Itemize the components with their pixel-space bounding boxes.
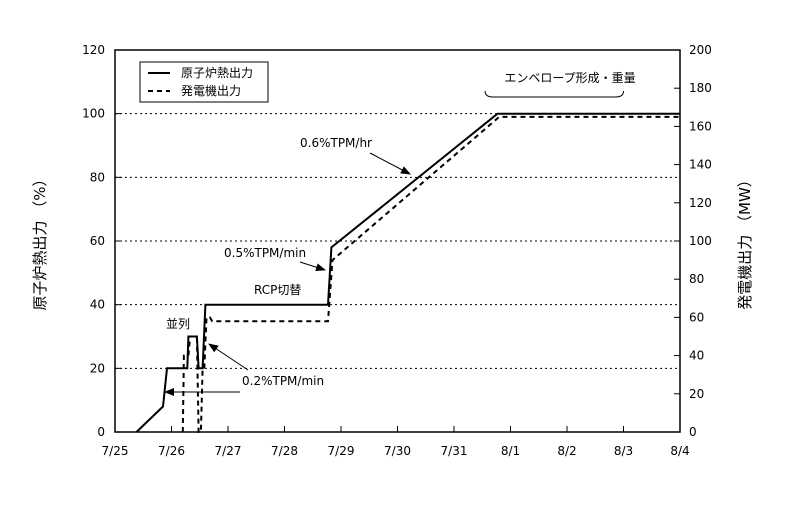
bracket-label: エンベロープ形成・重量 (504, 71, 635, 85)
legend-label-generator: 発電機出力 (181, 83, 241, 98)
grid-lines (115, 113, 680, 369)
left-tick-label: 100 (82, 107, 105, 121)
left-y-axis: 0 20 40 60 80 100 120 (82, 43, 121, 439)
left-tick-label: 80 (90, 170, 105, 184)
left-tick-label: 0 (97, 425, 105, 439)
arrow-ramp-hr (369, 152, 411, 175)
right-tick-label: 20 (689, 387, 704, 401)
legend: 原子炉熱出力 発電機出力 (139, 61, 269, 103)
bracket-curve (484, 90, 624, 98)
series-line-thermal (135, 112, 680, 433)
x-tick-label: 7/25 (102, 444, 129, 458)
series-lines (135, 112, 680, 433)
annotation-ramp-min-02: 0.2%TPM/min (242, 374, 324, 388)
right-tick-label: 200 (689, 43, 712, 57)
right-y-axis: 0 20 40 60 80 100 120 140 160 180 200 (674, 43, 712, 439)
envelope-bracket: エンベロープ形成・重量 (484, 71, 636, 98)
annotations: 0.6%TPM/hr 0.5%TPM/min RCP切替 並列 0.2%TPM/… (164, 136, 411, 396)
left-tick-label: 40 (90, 298, 105, 312)
legend-box (139, 61, 269, 103)
right-tick-label: 80 (689, 272, 704, 286)
x-tick-label: 8/2 (557, 444, 576, 458)
annotation-parallel: 並列 (166, 317, 190, 331)
annotation-ramp-hr: 0.6%TPM/hr (300, 136, 372, 150)
right-tick-label: 40 (689, 349, 704, 363)
x-tick-label: 8/3 (614, 444, 633, 458)
right-axis-title: 発電機出力 （MW） (736, 172, 754, 310)
right-tick-label: 120 (689, 196, 712, 210)
left-axis-title: 原子炉熱出力 （%） (31, 171, 49, 310)
arrow-ramp-min-02-a (208, 343, 249, 371)
left-tick-label: 60 (90, 234, 105, 248)
right-tick-label: 160 (689, 119, 712, 133)
x-tick-label: 7/31 (441, 444, 468, 458)
x-tick-label: 7/30 (384, 444, 411, 458)
left-tick-label: 20 (90, 361, 105, 375)
right-tick-label: 180 (689, 81, 712, 95)
right-tick-label: 140 (689, 158, 712, 172)
legend-label-thermal: 原子炉熱出力 (181, 66, 253, 80)
x-tick-label: 8/1 (501, 444, 520, 458)
x-tick-label: 7/27 (215, 444, 242, 458)
annotation-rcp-switch: RCP切替 (254, 283, 301, 297)
x-axis: 7/25 7/26 7/27 7/28 7/29 7/30 7/31 8/1 8/2 8/3 8/4 (102, 426, 690, 458)
arrow-ramp-min-05 (299, 261, 326, 272)
right-tick-label: 60 (689, 310, 704, 324)
annotation-ramp-min-05: 0.5%TPM/min (224, 246, 306, 260)
series-line-generator (181, 115, 680, 433)
x-tick-label: 7/28 (271, 444, 298, 458)
right-tick-label: 100 (689, 234, 712, 248)
x-tick-label: 7/26 (158, 444, 185, 458)
x-tick-label: 7/29 (328, 444, 355, 458)
left-tick-label: 120 (82, 43, 105, 57)
right-tick-label: 0 (689, 425, 697, 439)
x-tick-label: 8/4 (670, 444, 689, 458)
